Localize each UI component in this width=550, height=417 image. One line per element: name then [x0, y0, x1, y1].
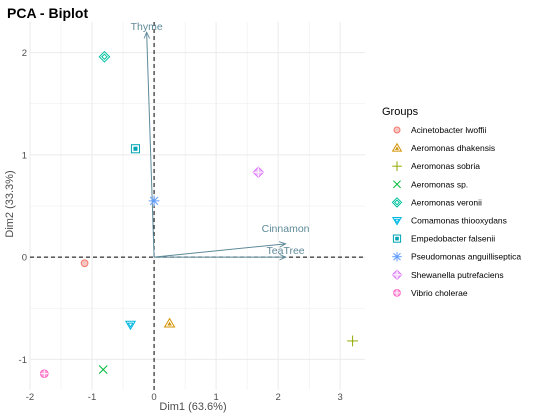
legend-item: Aeromonas sp.: [393, 179, 468, 189]
legend-title: Groups: [382, 106, 419, 118]
legend-item: Pseudomonas anguilliseptica: [392, 252, 521, 262]
legend-item: Aeromonas dhakensis: [391, 142, 495, 153]
legend-item: Shewanella putrefaciens: [391, 269, 504, 281]
legend-key: [391, 217, 403, 226]
legend: Groups Acinetobacter lwoffii Aeromonas dh…: [382, 106, 521, 298]
legend-item: Aeromonas sobria: [392, 161, 480, 171]
chart-title: PCA - Biplot: [7, 5, 88, 21]
legend-label: Pseudomonas anguilliseptica: [411, 252, 521, 262]
legend-label: Acinetobacter lwoffii: [411, 125, 487, 135]
legend-label: Empedobacter falsenii: [411, 234, 495, 244]
variable-arrow: [147, 32, 155, 258]
x-axis-title: Dim1 (63.6%): [159, 401, 226, 413]
y-tick-label: -1: [19, 355, 27, 366]
grid: [29, 22, 365, 390]
x-tick-label: 2: [275, 392, 280, 403]
y-axis-title: Dim2 (33.3%): [4, 170, 16, 237]
x-tick-label: -1: [88, 392, 96, 403]
y-tick-label: 2: [22, 48, 27, 59]
data-point: [39, 369, 49, 378]
data-point: [148, 195, 160, 207]
x-tick-label: 1: [213, 392, 218, 403]
data-point: [98, 365, 108, 374]
legend-label: Shewanella putrefaciens: [411, 270, 504, 280]
variable-label: Cinnamon: [262, 223, 310, 235]
y-tick-label: 0: [22, 253, 27, 264]
data-point: [347, 335, 358, 347]
legend-key: [392, 161, 402, 171]
data-point: [252, 166, 265, 179]
data-point: [163, 317, 176, 328]
variable-label: Thyme: [131, 21, 163, 33]
legend-label: Aeromonas sobria: [411, 161, 480, 171]
legend-key: [393, 180, 401, 189]
data-point: [130, 144, 141, 154]
legend-item: Vibrio cholerae: [393, 288, 468, 298]
variable-arrow: [154, 244, 286, 258]
data-points: [39, 50, 358, 378]
legend-label: Aeromonas sp.: [411, 179, 468, 189]
x-tick-label: -2: [26, 392, 34, 403]
legend-item: Acinetobacter lwoffii: [393, 125, 487, 135]
x-tick-label: 3: [338, 392, 343, 403]
legend-item: Comamonas thiooxydans: [391, 216, 507, 226]
legend-label: Comamonas thiooxydans: [411, 216, 507, 226]
legend-key: [391, 197, 403, 208]
y-tick-label: 1: [22, 150, 27, 161]
legend-label: Vibrio cholerae: [411, 288, 468, 298]
legend-key: [392, 234, 402, 243]
data-point: [124, 320, 137, 331]
legend-key: [392, 251, 402, 262]
data-point: [80, 259, 89, 268]
data-point: [98, 50, 111, 63]
legend-item: Empedobacter falsenii: [392, 234, 495, 244]
legend-label: Aeromonas dhakensis: [411, 143, 495, 153]
x-tick-label: 0: [151, 392, 156, 403]
legend-key: [393, 289, 401, 297]
variable-arrows: Thyme Cinnamon TeaTree: [131, 21, 310, 257]
axis-ticks: -2 -1 0 1 2 3 -1 0 1 2: [19, 48, 343, 403]
legend-key: [393, 126, 401, 134]
legend-key: [391, 142, 403, 152]
legend-item: Aeromonas veronii: [391, 197, 482, 208]
variable-label: TeaTree: [267, 245, 305, 257]
legend-label: Aeromonas veronii: [411, 197, 482, 207]
legend-key: [391, 269, 403, 281]
